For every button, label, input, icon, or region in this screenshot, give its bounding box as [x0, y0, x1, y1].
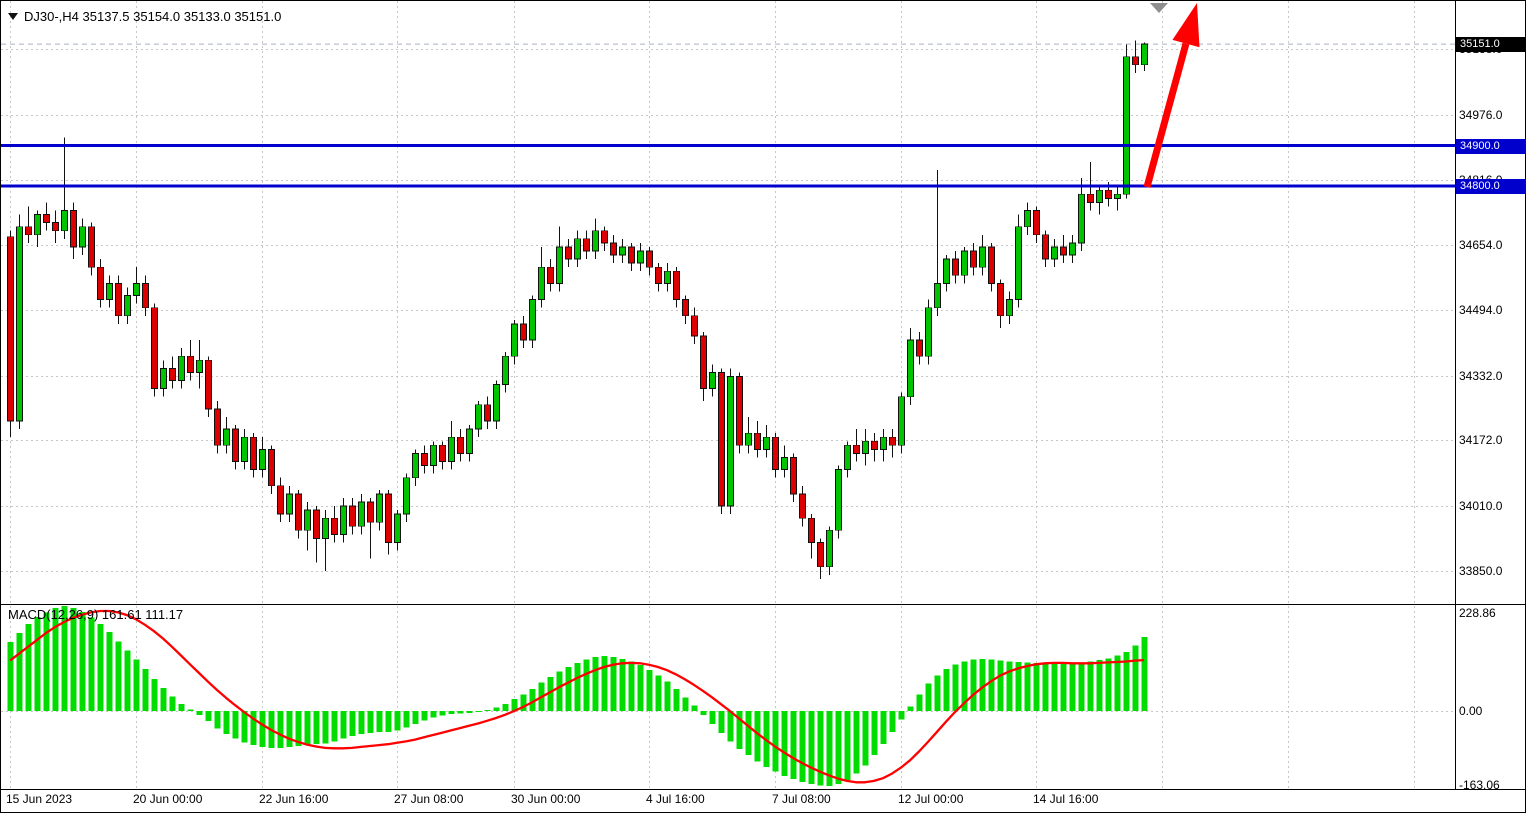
candles: [7, 40, 1148, 579]
support-resistance-lines[interactable]: [0, 144, 1455, 188]
symbol-marker-icon: [8, 13, 18, 20]
macd-indicator-label: MACD(12,26,9) 161.61 111.17: [8, 607, 184, 622]
macd-histogram: [7, 606, 1148, 786]
hline-price-tag-34800: 34800.0: [1456, 179, 1526, 194]
gridlines: [1, 1, 1455, 789]
hline-price-tag-34900: 34900.0: [1456, 139, 1526, 154]
ohlc-text: DJ30-,H4 35137.5 35154.0 35133.0 35151.0: [24, 9, 282, 24]
trend-arrow-object[interactable]: [1143, 3, 1200, 188]
time-axis[interactable]: [0, 790, 1455, 813]
chart-ohlc-header: DJ30-,H4 35137.5 35154.0 35133.0 35151.0: [8, 9, 281, 24]
chart-end-marker-icon[interactable]: [1150, 3, 1168, 13]
price-axis[interactable]: [1456, 0, 1526, 789]
macd-signal-line: [9, 609, 1145, 784]
current-price-tag: 35151.0: [1456, 37, 1526, 52]
